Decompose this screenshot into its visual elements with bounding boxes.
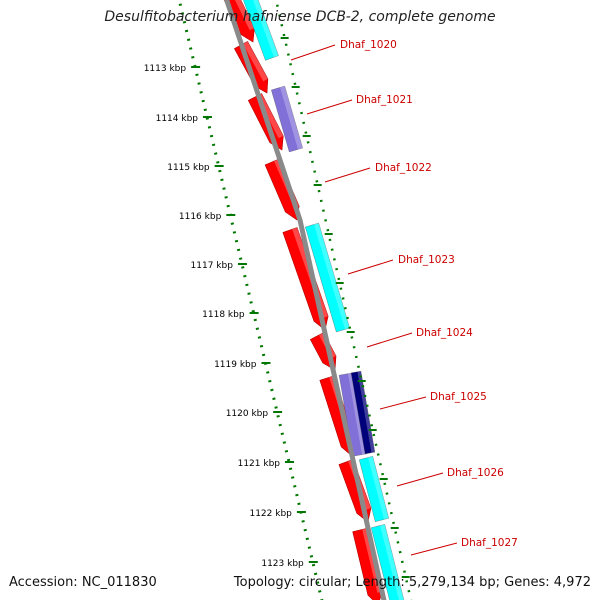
cyan-feature-block <box>359 456 389 522</box>
backbone-line <box>224 0 387 600</box>
gene-leader-line <box>290 44 336 61</box>
scale-ruler: 1113 kbp 1114 kbp 1115 kbp 1116 kbp 1117 kbp… <box>144 0 324 600</box>
gene-leader-line <box>379 396 427 410</box>
gene-leader-line <box>396 472 444 487</box>
ruler-tick-label: 1120 kbp <box>226 409 269 419</box>
navy-feature-block <box>350 370 376 455</box>
ruler-tick-label: 1122 kbp <box>249 509 292 519</box>
gene-leader-line <box>347 259 394 275</box>
gene-leader-line <box>324 167 371 183</box>
gene-labels: Dhaf_1020 Dhaf_1021 Dhaf_1022 Dhaf_1023 Dhaf… <box>290 39 518 556</box>
track-minor-ticks <box>274 0 413 600</box>
gene-label[interactable]: Dhaf_1023 <box>398 254 455 266</box>
gene-label[interactable]: Dhaf_1022 <box>375 162 432 174</box>
ruler-tick-label: 1118 kbp <box>202 310 245 320</box>
ruler-tick-label: 1116 kbp <box>179 212 222 222</box>
topology-text: Topology: circular; Length: 5,279,134 bp… <box>233 575 591 590</box>
ruler-tick-label: 1121 kbp <box>238 459 281 469</box>
gene-label[interactable]: Dhaf_1026 <box>447 467 504 479</box>
ruler-tick-label: 1114 kbp <box>156 114 199 124</box>
ruler-tick-label: 1123 kbp <box>261 559 304 569</box>
ruler-minor-ticks <box>177 0 324 600</box>
purple-feature-block <box>271 85 303 153</box>
ruler-tick-label: 1113 kbp <box>144 64 187 74</box>
gene-label[interactable]: Dhaf_1027 <box>461 537 518 549</box>
gene-label[interactable]: Dhaf_1025 <box>430 391 487 403</box>
accession-text: Accession: NC_011830 <box>9 575 157 590</box>
gene-label[interactable]: Dhaf_1024 <box>416 327 473 339</box>
ruler-tick-label: 1119 kbp <box>214 360 257 370</box>
gene-leader-line <box>306 99 353 115</box>
gene-leader-line <box>366 332 413 348</box>
map-title: Desulfitobacterium hafniense DCB-2, comp… <box>104 9 496 25</box>
gene-label[interactable]: Dhaf_1021 <box>356 94 413 106</box>
cyan-feature-block <box>242 0 279 61</box>
cyan-feature-block <box>305 222 350 333</box>
cyan-feature-block <box>371 524 405 600</box>
gene-label[interactable]: Dhaf_1020 <box>340 39 397 51</box>
ruler-tick-label: 1117 kbp <box>191 261 234 271</box>
gene-leader-line <box>410 542 458 556</box>
ruler-tick-label: 1115 kbp <box>167 163 210 173</box>
genome-backbone <box>224 0 387 600</box>
